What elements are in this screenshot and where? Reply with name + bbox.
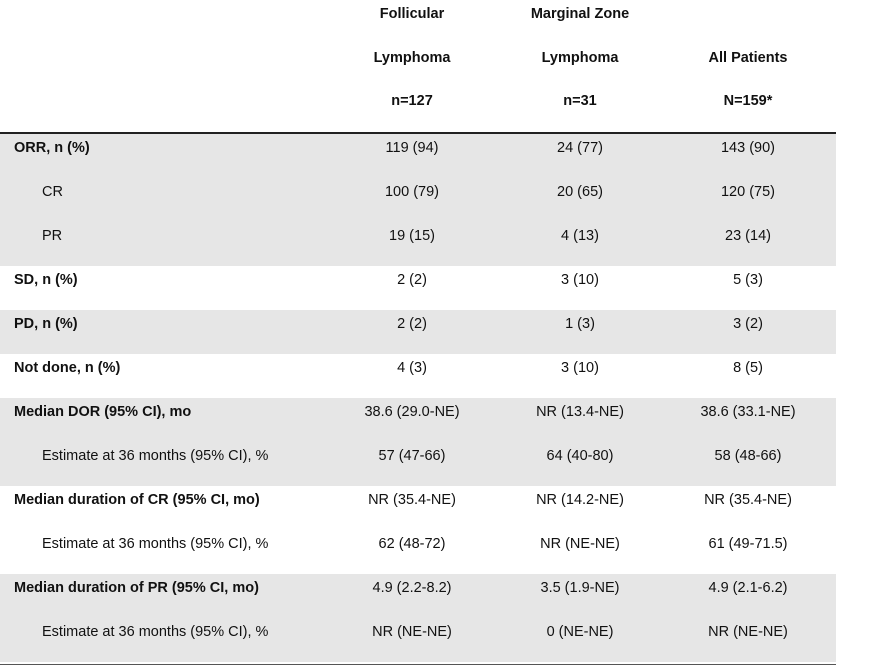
cell-marginal: 64 (40-80) <box>546 448 614 464</box>
cell-follicular: 57 (47-66) <box>378 448 446 464</box>
row-label: Estimate at 36 months (95% CI), % <box>42 448 269 464</box>
header-follicular-line2: Lymphoma <box>373 50 451 66</box>
row-label: CR <box>42 184 63 200</box>
cell-follicular: NR (35.4-NE) <box>368 492 456 508</box>
cell-all: 23 (14) <box>725 228 771 244</box>
cell-all: 58 (48-66) <box>714 448 782 464</box>
cell-follicular: 19 (15) <box>389 228 435 244</box>
row-label: Estimate at 36 months (95% CI), % <box>42 536 269 552</box>
cell-marginal: 0 (NE-NE) <box>546 624 614 640</box>
table-row-pd: PD, n (%) 2 (2) 1 (3) 3 (2) <box>0 310 836 354</box>
cell-all: 3 (2) <box>733 316 763 332</box>
cell-all: 4.9 (2.1-6.2) <box>708 580 788 596</box>
cell-marginal: NR (NE-NE) <box>540 536 620 552</box>
cell-marginal: NR (13.4-NE) <box>536 404 624 420</box>
table-row-orr: ORR, n (%) 119 (94) 24 (77) 143 (90) <box>0 134 836 178</box>
header-marginal-n: n=31 <box>563 93 597 109</box>
table-row-sd: SD, n (%) 2 (2) 3 (10) 5 (3) <box>0 266 836 310</box>
table-bottom-rule <box>0 664 836 665</box>
cell-all: NR (35.4-NE) <box>704 492 792 508</box>
cell-marginal: 24 (77) <box>557 140 603 156</box>
row-label: Median DOR (95% CI), mo <box>14 404 192 420</box>
cell-marginal: 1 (3) <box>565 316 595 332</box>
header-marginal-line1: Marginal Zone <box>530 6 630 22</box>
table-row-dor-estimate: Estimate at 36 months (95% CI), % 57 (47… <box>0 442 836 486</box>
header-follicular-line1: Follicular <box>379 6 445 22</box>
cell-all: 8 (5) <box>733 360 763 376</box>
cell-all: 5 (3) <box>733 272 763 288</box>
header-follicular-n: n=127 <box>391 93 433 109</box>
table-row-cr-estimate: Estimate at 36 months (95% CI), % 62 (48… <box>0 530 836 574</box>
cell-marginal: 4 (13) <box>561 228 599 244</box>
table-row-median-pr: Median duration of PR (95% CI, mo) 4.9 (… <box>0 574 836 618</box>
row-label: PD, n (%) <box>14 316 78 332</box>
row-label: SD, n (%) <box>14 272 78 288</box>
cell-all: 61 (49-71.5) <box>708 536 788 552</box>
cell-follicular: 119 (94) <box>385 140 439 156</box>
cell-all: 120 (75) <box>720 184 775 200</box>
header-rule <box>0 132 836 134</box>
row-label: Not done, n (%) <box>14 360 121 376</box>
cell-marginal: 3 (10) <box>561 272 599 288</box>
table-row-median-cr: Median duration of CR (95% CI, mo) NR (3… <box>0 486 836 530</box>
row-label: Median duration of CR (95% CI, mo) <box>14 492 260 508</box>
header-marginal-line2: Lymphoma <box>541 50 619 66</box>
table-row-pr: PR 19 (15) 4 (13) 23 (14) <box>0 222 836 266</box>
row-label: ORR, n (%) <box>14 140 90 156</box>
cell-follicular: 62 (48-72) <box>378 536 446 552</box>
header-all-label: All Patients <box>708 50 788 66</box>
cell-all: 38.6 (33.1-NE) <box>700 404 796 420</box>
header-all-n: N=159* <box>723 93 773 109</box>
cell-marginal: 20 (65) <box>557 184 603 200</box>
table-row-cr: CR 100 (79) 20 (65) 120 (75) <box>0 178 836 222</box>
cell-marginal: 3 (10) <box>561 360 599 376</box>
cell-marginal: NR (14.2-NE) <box>536 492 624 508</box>
table-row-median-dor: Median DOR (95% CI), mo 38.6 (29.0-NE) N… <box>0 398 836 442</box>
cell-all: 143 (90) <box>720 140 775 156</box>
row-label: PR <box>42 228 63 244</box>
cell-follicular: NR (NE-NE) <box>372 624 452 640</box>
cell-all: NR (NE-NE) <box>708 624 788 640</box>
cell-follicular: 4.9 (2.2-8.2) <box>372 580 452 596</box>
cell-follicular: 100 (79) <box>384 184 439 200</box>
row-label: Median duration of PR (95% CI, mo) <box>14 580 259 596</box>
cell-follicular: 4 (3) <box>397 360 427 376</box>
cell-follicular: 2 (2) <box>397 316 427 332</box>
cell-follicular: 38.6 (29.0-NE) <box>364 404 460 420</box>
cell-follicular: 2 (2) <box>397 272 427 288</box>
cell-marginal: 3.5 (1.9-NE) <box>540 580 620 596</box>
row-label: Estimate at 36 months (95% CI), % <box>42 624 269 640</box>
table-row-pr-estimate: Estimate at 36 months (95% CI), % NR (NE… <box>0 618 836 662</box>
table-row-not-done: Not done, n (%) 4 (3) 3 (10) 8 (5) <box>0 354 836 398</box>
